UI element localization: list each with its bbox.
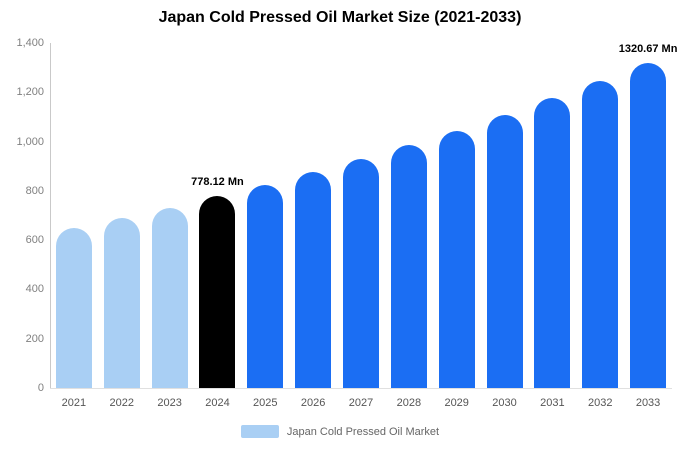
- x-axis-label: 2021: [61, 397, 87, 409]
- x-axis-label: 2024: [205, 397, 230, 409]
- bar-2022[interactable]: [103, 217, 140, 388]
- bar-2027[interactable]: [343, 159, 379, 388]
- bar-2033[interactable]: [630, 62, 667, 388]
- bar-2031[interactable]: [534, 98, 571, 388]
- bar-value-label: 778.12 Mn: [191, 176, 244, 189]
- x-axis-label: 2028: [396, 397, 422, 409]
- legend: Japan Cold Pressed Oil Market: [0, 425, 680, 438]
- x-axis-line: [50, 388, 672, 389]
- y-axis-tick-label: 1,200: [16, 86, 44, 99]
- bar-2032[interactable]: [582, 80, 619, 388]
- y-axis-line: [50, 43, 51, 388]
- bar-2029[interactable]: [438, 130, 475, 388]
- x-axis-label: 2031: [540, 397, 565, 409]
- x-axis-label: 2025: [253, 397, 278, 409]
- bar-2023[interactable]: [151, 207, 188, 388]
- y-axis-tick-label: 1,400: [16, 37, 44, 49]
- y-axis-tick-label: 1,000: [16, 135, 44, 148]
- y-axis-tick-label: 600: [25, 234, 44, 247]
- x-axis-label: 2026: [300, 397, 326, 409]
- legend-swatch-icon: [240, 425, 279, 438]
- bar-value-label: 1320.67 Mn: [618, 42, 678, 55]
- bar-2026[interactable]: [295, 172, 332, 388]
- y-axis-tick-label: 400: [25, 283, 44, 296]
- x-axis-label: 2027: [348, 397, 374, 409]
- x-axis-label: 2032: [587, 397, 613, 409]
- x-axis-label: 2033: [635, 397, 661, 409]
- bar-2028[interactable]: [390, 145, 427, 388]
- x-axis-label: 2022: [109, 397, 135, 409]
- x-axis-label: 2030: [492, 397, 517, 409]
- bar-2021[interactable]: [55, 228, 92, 388]
- bar-2030[interactable]: [486, 114, 523, 388]
- bar-2024[interactable]: [199, 196, 236, 388]
- x-axis-label: 2029: [444, 397, 469, 409]
- x-axis-label: 2023: [157, 397, 182, 409]
- y-axis-tick-label: 0: [37, 382, 44, 394]
- bar-2025[interactable]: [247, 184, 284, 388]
- legend-label: Japan Cold Pressed Oil Market: [286, 425, 440, 438]
- legend-item[interactable]: Japan Cold Pressed Oil Market: [240, 425, 440, 438]
- chart-title: Japan Cold Pressed Oil Market Size (2021…: [158, 9, 522, 26]
- y-axis-tick-label: 200: [25, 332, 44, 345]
- y-axis-tick-label: 800: [25, 184, 44, 197]
